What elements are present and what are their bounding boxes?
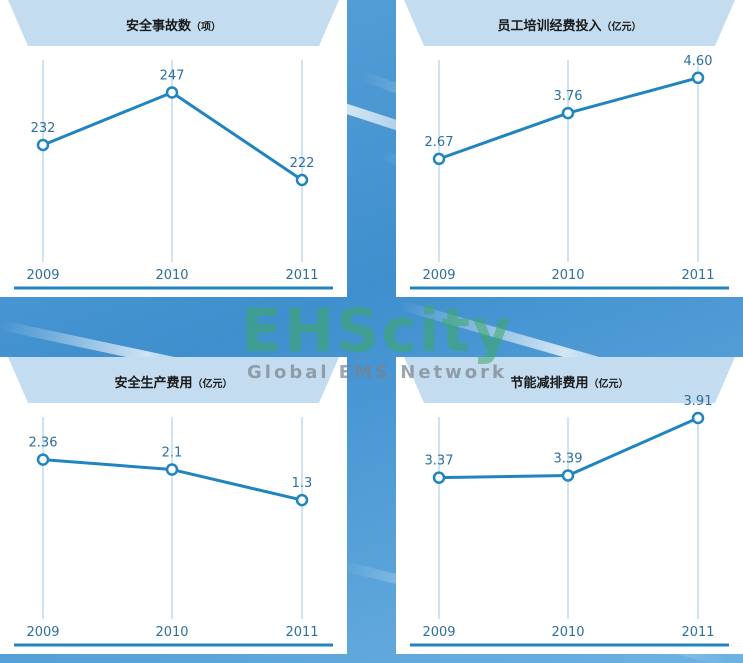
title-band [8,357,339,403]
data-point-2011 [295,493,309,507]
data-label-2011: 3.91 [684,394,713,409]
chart-svg: 员工培训经费投入（亿元） 2009 2010 2011 2.67 3.76 4.60 [404,0,735,290]
x-tick-label: 2009 [26,625,59,640]
x-tick-label: 2011 [681,625,714,640]
chart-title: 员工培训经费投入（亿元） [497,18,641,34]
chart-title: 安全事故数（项） [126,18,221,34]
data-point-2010 [165,463,179,476]
chart-panel-energy-saving: 节能减排费用（亿元） 2009 2010 2011 3.37 3.39 3.91 [396,357,743,654]
title-band [404,357,735,403]
data-label-2009: 3.37 [425,454,454,469]
data-label-2009: 2.36 [29,436,58,451]
data-label-2010: 2.1 [162,446,183,461]
data-label-2011: 222 [290,156,315,171]
data-point-2009 [36,138,50,152]
x-tick-label: 2009 [422,268,455,283]
data-point-2009 [432,471,446,484]
x-tick-label: 2011 [681,268,714,283]
data-point-2011 [691,71,705,85]
chart-svg: 安全事故数（项） 2009 2010 2011 232 247 222 [8,0,339,290]
chart-panel-safety-cost: 安全生产费用（亿元） 2009 2010 2011 2.36 2.1 1.3 [0,357,347,654]
data-point-2010 [165,86,179,99]
data-label-2011: 1.3 [292,476,313,491]
x-tick-label: 2011 [285,268,318,283]
x-tick-label: 2009 [26,268,59,283]
data-point-2010 [561,106,575,120]
data-point-2011 [691,411,705,425]
chart-panel-accidents: 安全事故数（项） 2009 2010 2011 232 247 222 [0,0,347,297]
data-point-2009 [432,152,446,166]
data-label-2010: 247 [160,69,185,84]
chart-panel-training: 员工培训经费投入（亿元） 2009 2010 2011 2.67 3.76 4.60 [396,0,743,297]
chart-title: 安全生产费用（亿元） [114,375,232,391]
data-label-2009: 2.67 [425,135,454,150]
title-band [404,0,735,46]
x-tick-label: 2010 [551,268,584,283]
x-tick-label: 2010 [155,268,188,283]
data-point-2011 [295,173,309,187]
data-label-2011: 4.60 [684,54,713,69]
data-label-2009: 232 [31,121,56,136]
chart-title: 节能减排费用（亿元） [510,375,628,391]
chart-svg: 节能减排费用（亿元） 2009 2010 2011 3.37 3.39 3.91 [404,357,735,647]
x-tick-label: 2011 [285,625,318,640]
data-point-2010 [561,469,575,482]
data-point-2009 [36,453,50,466]
x-tick-label: 2009 [422,625,455,640]
x-tick-label: 2010 [155,625,188,640]
data-label-2010: 3.76 [554,89,583,104]
title-band [8,0,339,46]
data-label-2010: 3.39 [554,451,583,466]
x-tick-label: 2010 [551,625,584,640]
chart-svg: 安全生产费用（亿元） 2009 2010 2011 2.36 2.1 1.3 [8,357,339,647]
